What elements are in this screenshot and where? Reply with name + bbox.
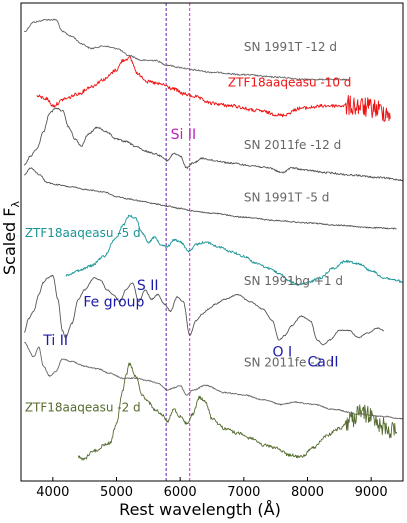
series-label-7: SN 2011fe -2 d (244, 355, 334, 369)
series-label-2: ZTF18aaqeasu -10 d (228, 76, 352, 90)
annotation-1: Si II (171, 127, 196, 143)
x-tick-label-2: 5000 (100, 485, 133, 500)
x-tick-label-3: 6000 (164, 485, 197, 500)
series-label-4: SN 1991T -5 d (244, 190, 329, 204)
series-line-7 (24, 342, 404, 420)
annotation-2: Fe group (83, 295, 144, 311)
y-axis-label-subscript: λ (9, 201, 22, 208)
series-line-1 (23, 18, 350, 81)
series-line-2 (36, 56, 391, 122)
series-label-1: SN 1991T -12 d (244, 40, 337, 54)
x-tick-label-1: 4000 (36, 485, 69, 500)
series-label-5: ZTF18aaqeasu -5 d (25, 226, 141, 240)
annotation-5: O I (272, 345, 292, 361)
spectra-series (23, 18, 404, 461)
annotation-4: Ti II (42, 333, 68, 349)
y-axis-label-main: Scaled F (0, 208, 19, 276)
series-label-3: SN 2011fe -12 d (244, 138, 341, 152)
series-labels: SN 1991T -12 d ZTF18aaqeasu -10 d SN 2011f… (25, 40, 352, 415)
series-label-8: ZTF18aaqeasu -2 d (25, 401, 141, 415)
x-tick-label-4: 7000 (227, 485, 260, 500)
annotation-6: Ca II (308, 354, 339, 370)
series-line-5 (65, 214, 404, 287)
plot-frame (20, 2, 404, 482)
x-tick-label-5: 8000 (291, 485, 324, 500)
x-tick-label-6: 9000 (355, 485, 388, 500)
series-line-3 (23, 107, 404, 182)
series-label-6: SN 1991bg +1 d (244, 274, 343, 288)
series-line-8 (77, 362, 398, 461)
series-line-4 (24, 167, 397, 230)
axes: 4000 5000 6000 7000 8000 9000 (20, 2, 404, 500)
vertical-reference-lines (165, 3, 191, 481)
annotation-3: S II (137, 278, 159, 294)
series-line-6 (23, 274, 384, 346)
y-axis-label: Scaled Fλ (0, 201, 22, 276)
x-axis-label: Rest wavelength (Å) (119, 500, 281, 519)
